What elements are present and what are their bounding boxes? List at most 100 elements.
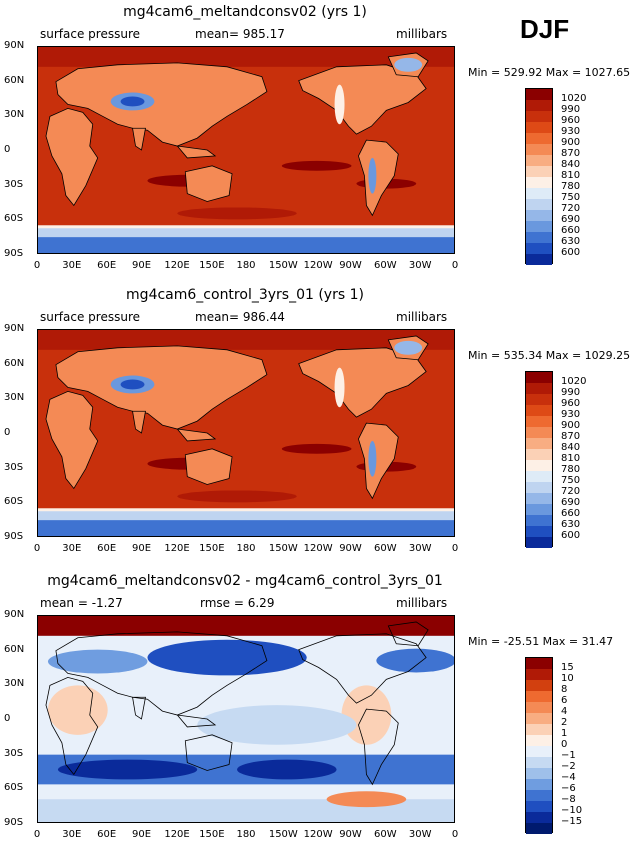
longitude-tick-label: 0 [451,260,459,271]
colorbar-label: 750 [561,192,581,203]
latitude-tick-label: 0 [4,713,11,724]
continent-shape [358,422,399,500]
continent-outline [298,633,427,704]
continent-shape [176,428,217,442]
colorbar-segment [526,210,552,221]
panel-left-label: surface pressure [40,310,140,324]
colorbar-label: −8 [561,794,576,805]
colorbar-segment [526,221,552,232]
colorbar-label: 660 [561,225,581,236]
longitude-tick-label: 150E [199,543,225,554]
antarctic-coast [38,508,454,512]
andes [368,440,377,477]
antarctic-coast [38,225,454,229]
colorbar-label: 810 [561,453,581,464]
longitude-tick-label: 180 [236,543,256,554]
colorbar-label: −4 [561,772,576,783]
colorbar-segment [526,504,552,515]
longitude-tick-label: 90W [339,543,362,554]
colorbar-label: −2 [561,761,576,772]
colorbar-segment [526,383,552,394]
andes [368,157,377,194]
colorbar-segment [526,449,552,460]
continent-shape [184,165,233,202]
colorbar-label: 990 [561,387,581,398]
contour-map [37,46,455,254]
colorbar-label: 720 [561,486,581,497]
colorbar-label: 1020 [561,376,587,387]
colorbar-label: −6 [561,783,576,794]
colorbar-label: 660 [561,508,581,519]
longitude-tick-label: 0 [33,260,41,271]
continent-outline [45,676,99,776]
contour-map [37,615,455,823]
longitude-tick-label: 90W [339,260,362,271]
latitude-tick-label: 90S [4,817,24,828]
panel-units-label: millibars [396,596,448,610]
min-max-readout: Min = -25.51 Max = 31.47 [468,635,614,648]
tibetan-plateau-core [120,96,145,107]
colorbar-label: −1 [561,750,576,761]
colorbar-segment [526,680,552,691]
greenland-ice [394,57,423,72]
continent-outline [132,696,146,720]
colorbar-segment [526,526,552,537]
panel-center-label: mean= 985.17 [195,27,285,41]
rocky-mountains [334,367,345,408]
latitude-tick-label: 60S [4,782,24,794]
colorbar-label: 600 [561,530,581,541]
colorbar-label: 930 [561,126,581,137]
season-label: DJF [520,14,570,44]
min-max-readout: Min = 535.34 Max = 1029.25 [468,349,631,362]
panel-title: mg4cam6_meltandconsv02 (yrs 1) [123,4,367,20]
colorbar-segment [526,254,552,265]
longitude-tick-label: 150W [268,260,298,271]
colorbar-label: 930 [561,409,581,420]
colorbar-segment [526,537,552,548]
high-pressure-cell [281,443,352,454]
colorbar-segment [526,394,552,405]
continent-shape [298,64,427,135]
longitude-tick-label: 180 [236,829,256,840]
colorbar-label: 2 [561,717,568,728]
longitude-tick-label: 30E [62,260,82,271]
latitude-tick-label: 0 [4,427,11,438]
longitude-tick-label: 30W [408,260,432,271]
longitude-tick-label: 120W [303,543,333,554]
longitude-tick-label: 30W [408,543,432,554]
panel-title: mg4cam6_meltandconsv02 - mg4cam6_control… [47,573,443,589]
colorbar-label: 900 [561,420,581,431]
colorbar-label: 600 [561,247,581,258]
longitude-tick-label: 180 [236,260,256,271]
longitude-tick-label: 0 [33,829,41,840]
colorbar-segment [526,746,552,757]
continent-outline [184,734,233,771]
antarctica-interior [38,237,454,253]
panel-center-label: rmse = 6.29 [200,596,275,610]
southern-ocean-core [237,759,337,780]
colorbar-label: 630 [561,519,581,530]
longitude-tick-label: 0 [451,829,459,840]
continent-shape [45,390,99,490]
colorbar-segment [526,757,552,768]
latitude-tick-label: 60N [4,357,25,369]
atlantic-negative [376,648,454,673]
colorbar-label: 990 [561,104,581,115]
colorbar-segment [526,155,552,166]
colorbar-segment [526,111,552,122]
colorbar-label: 960 [561,115,581,126]
continent-outline [387,621,429,647]
antarctica-interior [38,520,454,536]
colorbar-label: 960 [561,398,581,409]
eurasia-negative [47,649,148,674]
continent-shape [132,410,146,434]
colorbar-segment [526,100,552,111]
latitude-tick-label: 30N [4,392,25,404]
longitude-tick-label: 150E [199,829,225,840]
colorbar-label: −15 [561,816,583,827]
longitude-tick-label: 60W [374,543,397,554]
high-pressure-cell [281,160,352,171]
longitude-tick-label: 120W [303,260,333,271]
low-pressure-band [177,207,297,220]
latitude-tick-label: 30S [4,178,24,190]
